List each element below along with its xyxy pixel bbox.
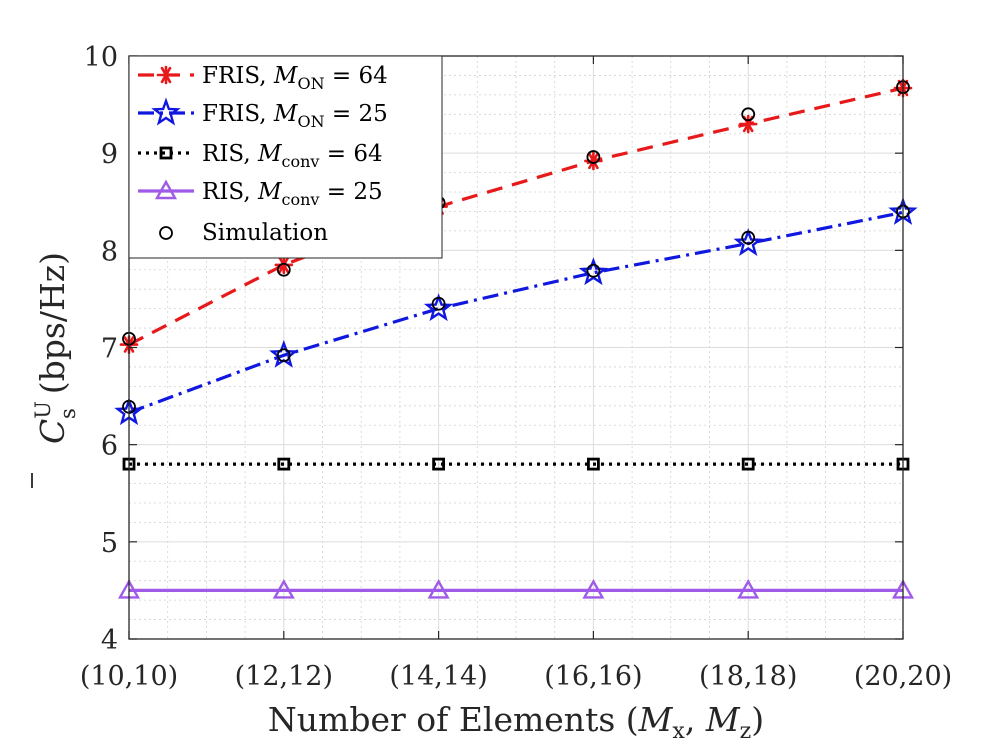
series-line-2: [128, 210, 904, 415]
series-4-point: [272, 578, 295, 599]
legend-label-fris-64: FRIS, MON = 64: [202, 63, 388, 93]
legend-marker-3: [159, 146, 173, 160]
legend-label-simulation: Simulation: [202, 220, 328, 246]
x-tick-label: (10,10): [80, 661, 178, 692]
series-1-point: [274, 255, 294, 275]
y-tick-label: 5: [101, 528, 118, 559]
simulation-point: [431, 296, 446, 311]
x-tick-label: (12,12): [235, 661, 333, 692]
legend-symbols: [138, 65, 194, 240]
y-tick-label: 6: [101, 431, 118, 462]
legend-marker-simulation: [159, 226, 173, 240]
legend: FRIS, MON = 64 FRIS, MON = 25 RIS, Mconv…: [128, 55, 443, 259]
simulation-point: [586, 263, 601, 278]
y-tick-labels: 4 5 6 7 8 9 10: [84, 42, 118, 656]
series-line-1: [128, 86, 904, 347]
x-tick-label: (16,16): [544, 661, 642, 692]
simulation-point: [276, 262, 291, 277]
legend-label-fris-25: FRIS, MON = 25: [202, 101, 388, 131]
y-tick-label: 7: [101, 334, 118, 365]
legend-marker-4: [154, 179, 178, 200]
series-2-point: [423, 293, 454, 322]
simulation-point: [276, 348, 291, 363]
legend-box: [128, 55, 443, 259]
simulation-point: [741, 107, 756, 122]
legend-label-ris-64: RIS, Mconv = 64: [202, 141, 383, 171]
x-tick-label: (20,20): [854, 661, 952, 692]
simulation-point: [741, 230, 756, 245]
x-tick-labels: (10,10) (12,12) (14,14) (16,16) (18,18) (20,2…: [80, 661, 952, 692]
series-3-point: [587, 457, 600, 471]
y-tick-label: 10: [84, 42, 118, 73]
y-axis-label: CUs(bps/Hz): [31, 252, 80, 488]
series-2-point: [733, 227, 763, 256]
y-tick-label: 9: [101, 139, 118, 170]
legend-label-ris-25: RIS, Mconv = 25: [202, 179, 383, 209]
y-tick-label: 8: [101, 236, 118, 267]
y-axis-label-text: CUs(bps/Hz): [31, 252, 80, 444]
legend-marker-1: [156, 65, 176, 85]
x-tick-label: (18,18): [699, 661, 797, 692]
x-tick-label: (14,14): [389, 661, 487, 692]
series-3-point: [432, 457, 446, 471]
series-3-point: [741, 457, 755, 471]
series-4-point: [737, 578, 760, 599]
series-2-point: [578, 257, 609, 286]
x-axis-label: Number of Elements (Mx, Mz): [268, 700, 764, 744]
series-4-point: [427, 578, 450, 599]
series-2-point: [269, 339, 299, 368]
legend-marker-2: [151, 97, 181, 126]
simulation-point: [586, 150, 601, 164]
y-tick-label: 4: [101, 625, 118, 656]
series-4-point: [582, 578, 605, 599]
series-3-point: [277, 457, 291, 471]
series-layer: [114, 78, 918, 599]
series-3: [122, 457, 910, 471]
